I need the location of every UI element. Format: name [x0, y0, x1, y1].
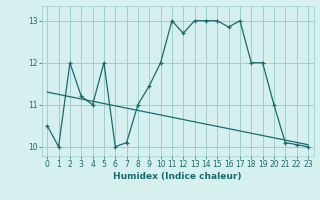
X-axis label: Humidex (Indice chaleur): Humidex (Indice chaleur)	[113, 172, 242, 181]
